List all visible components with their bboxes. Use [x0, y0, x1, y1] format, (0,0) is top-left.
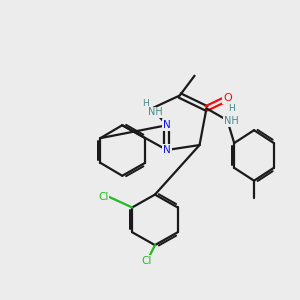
- Text: O: O: [223, 94, 232, 103]
- Text: H: H: [142, 99, 148, 108]
- Text: N: N: [163, 120, 171, 130]
- Text: Cl: Cl: [142, 256, 152, 266]
- Text: NH: NH: [224, 116, 239, 126]
- Text: H: H: [228, 104, 235, 113]
- Text: Cl: Cl: [98, 192, 108, 202]
- Text: N: N: [163, 145, 171, 155]
- Text: NH: NH: [148, 107, 162, 117]
